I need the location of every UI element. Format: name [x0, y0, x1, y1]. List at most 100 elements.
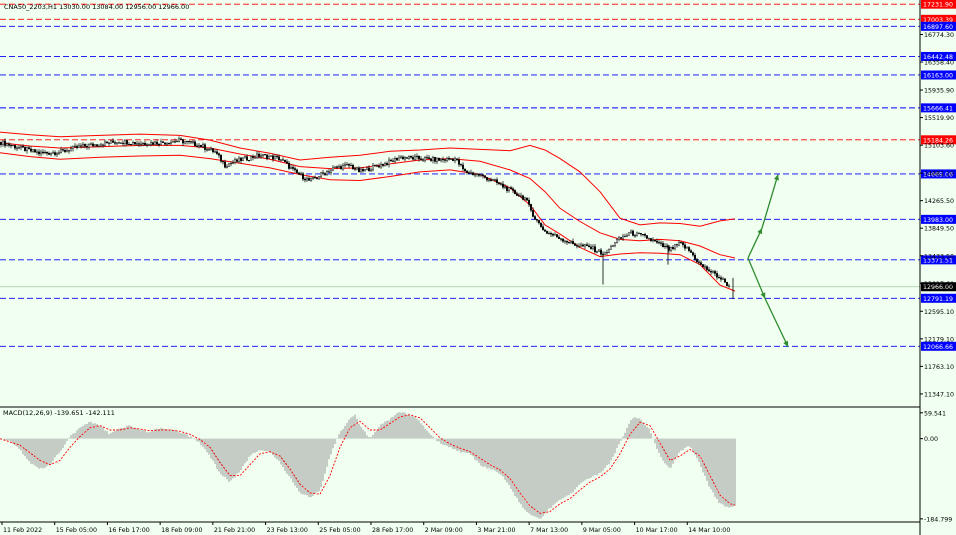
candle-body — [342, 165, 345, 170]
candle-body — [324, 173, 327, 175]
candle-body — [494, 179, 497, 181]
candle-body — [288, 162, 291, 169]
candle-body — [235, 159, 238, 162]
candle-body — [48, 153, 51, 155]
candle-body — [340, 166, 343, 170]
candle-body — [542, 226, 545, 231]
candle-body — [40, 151, 43, 155]
candle-body — [662, 243, 665, 248]
candle-body — [644, 234, 647, 236]
candle-body — [624, 236, 627, 238]
candle-body — [462, 164, 465, 170]
candle-body — [328, 171, 331, 173]
candle-body — [358, 167, 361, 173]
candle-body — [464, 168, 467, 171]
candle-body — [113, 142, 116, 144]
candle-body — [239, 157, 242, 161]
level-label-box — [921, 70, 956, 80]
candle-body — [258, 153, 261, 157]
candle-body — [77, 145, 80, 148]
bollinger-upper — [0, 131, 736, 227]
candle-body — [398, 157, 401, 161]
time-tick-label: 23 Feb 13:00 — [267, 527, 308, 534]
candle-body — [622, 236, 625, 239]
candle-body — [498, 182, 501, 184]
candle-body — [185, 141, 188, 143]
candle-body — [568, 242, 571, 244]
forecast-arrow-head — [757, 228, 763, 235]
price-tick-label: 14265.50 — [924, 198, 954, 205]
candle-body — [608, 249, 611, 253]
candle-body — [87, 144, 90, 148]
candle-body — [646, 235, 649, 239]
time-tick-label: 7 Mar 13:00 — [530, 527, 568, 534]
candle-body — [436, 157, 439, 162]
level-label: 13371.51 — [923, 257, 953, 264]
candle-body — [604, 252, 607, 255]
candle-body — [374, 165, 377, 167]
candle-body — [720, 277, 723, 280]
candle-body — [598, 249, 601, 252]
candle-body — [135, 143, 138, 145]
level-label: 17003.39 — [923, 17, 953, 24]
candle-body — [412, 157, 415, 160]
candle-body — [73, 145, 76, 147]
candle-body — [368, 167, 371, 172]
level-label-box — [921, 0, 956, 9]
candle-body — [171, 141, 174, 143]
candle-body — [36, 151, 39, 153]
candle-body — [117, 142, 120, 144]
level-label: 12791.19 — [923, 296, 953, 303]
candle-body — [81, 144, 84, 147]
candle-body — [500, 183, 503, 185]
candle-body — [227, 163, 230, 167]
candle-body — [712, 271, 715, 273]
candle-body — [18, 147, 21, 149]
candle-body — [233, 159, 236, 163]
candle-body — [310, 178, 313, 181]
candle-body — [612, 245, 615, 247]
candle-body — [504, 186, 507, 188]
candle-body — [686, 247, 689, 249]
candle-body — [516, 193, 519, 196]
candle-body — [410, 155, 413, 158]
candle-body — [97, 145, 100, 147]
candle-body — [83, 144, 86, 147]
candle-body — [688, 247, 691, 251]
candle-body — [193, 141, 196, 147]
candle-body — [54, 152, 57, 155]
candle-body — [304, 178, 307, 181]
candle-body — [438, 157, 441, 161]
candle-body — [490, 179, 493, 181]
candle-body — [229, 163, 232, 165]
candle-body — [217, 153, 220, 156]
candle-body — [616, 239, 619, 244]
candle-body — [510, 187, 513, 189]
candle-body — [572, 241, 575, 244]
candle-body — [512, 188, 515, 191]
candle-body — [514, 190, 517, 194]
candle-body — [133, 142, 136, 145]
candle-body — [44, 152, 47, 154]
candle-body — [75, 145, 78, 148]
candle-body — [225, 166, 228, 168]
candle-body — [416, 156, 419, 158]
candle-body — [286, 161, 289, 164]
candle-body — [540, 222, 543, 227]
candle-body — [668, 246, 671, 251]
candle-body — [606, 252, 609, 254]
price-tick-label: 13433.50 — [924, 253, 954, 260]
candle-body — [626, 235, 629, 237]
candle-body — [11, 145, 14, 147]
candle-body — [199, 144, 202, 148]
candle-body — [502, 183, 505, 188]
candle-body — [167, 142, 170, 144]
price-tick-label: 13849.50 — [924, 226, 954, 233]
candle-body — [221, 161, 224, 163]
candle-body — [115, 142, 118, 144]
candle-body — [726, 282, 729, 287]
candle-body — [215, 151, 218, 154]
